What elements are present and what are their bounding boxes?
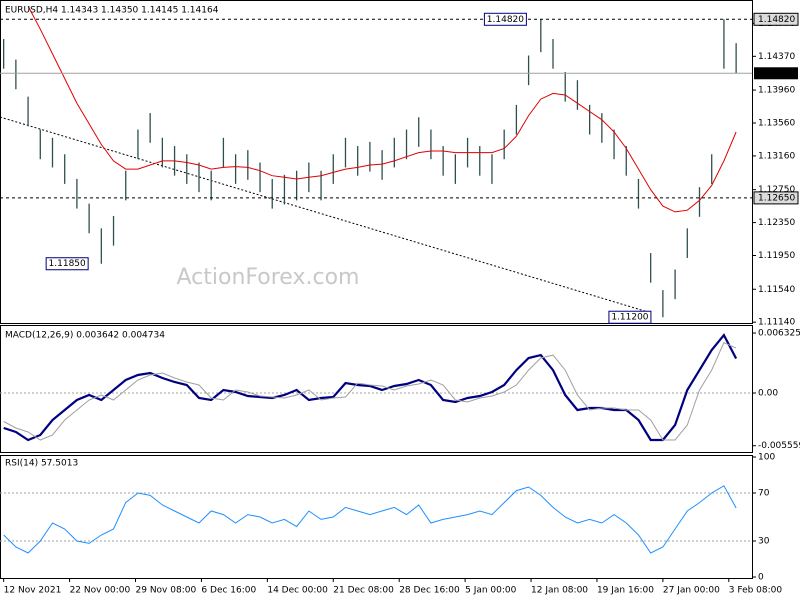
x-tick-label: 12 Jan 08:00 [531,586,588,596]
panel-title: EURUSD,H4 1.14343 1.14350 1.14145 1.1416… [5,6,219,16]
annotation-label: 1.11200 [611,313,648,323]
axis-label-box [753,191,799,205]
y-tick-label: 1.14370 [758,52,795,62]
x-tick-label: 22 Nov 00:00 [70,586,131,596]
indicator-line [3,342,737,441]
x-tick-label: 5 Jan 00:00 [465,586,517,596]
moving-average [27,5,737,213]
last-price-box [754,67,798,80]
y-tick-label: 0.00 [758,389,778,399]
panel-title: MACD(12,26,9) 0.003642 0.004734 [5,331,165,341]
x-tick-label: 6 Dec 16:00 [201,586,256,596]
annotation-label: 1.14820 [487,15,524,25]
y-tick-label: 0.006325 [758,329,800,339]
y-tick-label: 1.12350 [758,218,795,228]
last-price-label: 1.14164 [758,69,795,79]
x-tick-label: 27 Jan 00:00 [663,586,720,596]
y-tick-label: 30 [758,537,770,547]
annotation-box [45,257,89,271]
annotation-box [483,12,527,26]
y-tick-label: 1.11950 [758,251,795,261]
annotation-label: 1.11850 [49,259,86,269]
axis-label-box [753,12,799,26]
y-tick-label: 1.11140 [758,318,795,328]
x-tick-label: 19 Jan 16:00 [597,586,654,596]
x-tick-label: 14 Dec 00:00 [267,586,328,596]
annotation-box [608,310,652,324]
x-tick-label: 3 Feb 08:00 [729,586,783,596]
y-tick-label: 1.13960 [758,86,795,96]
indicator-line [3,485,737,554]
y-tick-label: 0 [758,573,764,583]
axis-label: 1.12650 [758,193,795,203]
x-tick-label: 28 Dec 16:00 [399,586,460,596]
trend-line [0,116,649,313]
price-panel [0,0,753,324]
panel-title: RSI(14) 57.5013 [5,459,78,469]
y-tick-label: -0.005559 [758,441,800,451]
x-tick-label: 12 Nov 2021 [4,586,62,596]
y-tick-label: 1.12750 [758,185,795,195]
x-tick-label: 29 Nov 08:00 [136,586,197,596]
rsi-panel [0,455,753,579]
x-tick-label: 21 Dec 08:00 [333,586,394,596]
y-tick-label: 1.11540 [758,285,795,295]
y-tick-label: 1.13560 [758,118,795,128]
watermark: ActionForex.com [177,265,360,290]
y-tick-label: 1.13160 [758,151,795,161]
y-tick-label: 100 [758,453,775,463]
axis-label: 1.14820 [758,15,795,25]
y-tick-label: 70 [758,489,770,499]
indicator-line [3,333,738,442]
